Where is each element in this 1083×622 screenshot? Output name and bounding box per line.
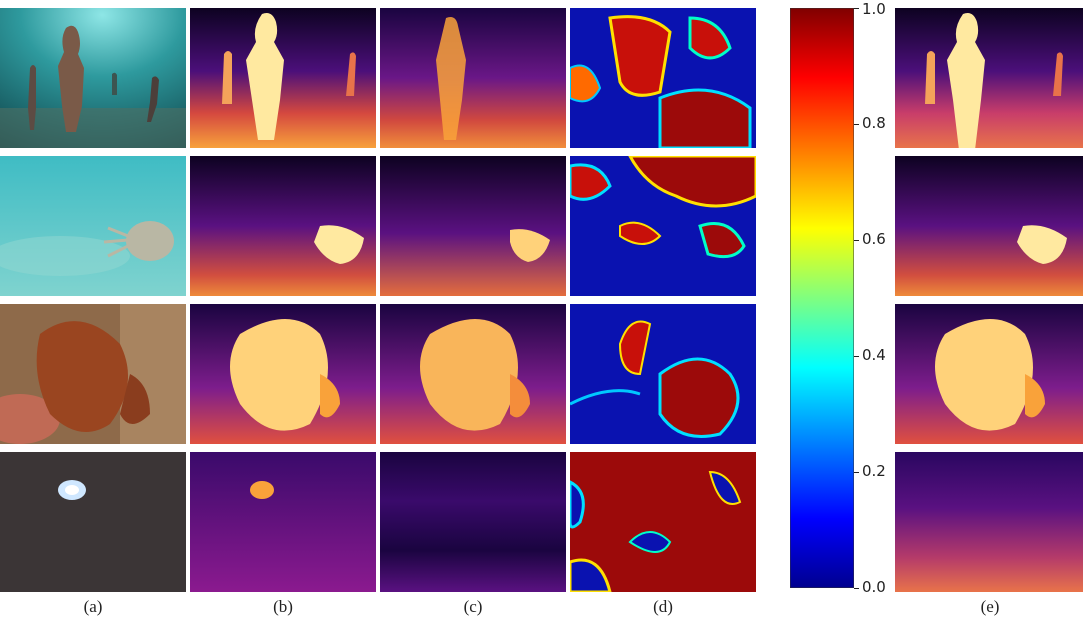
depth-map-b-row1 — [190, 8, 376, 148]
colorbar-tick-mark — [854, 588, 859, 589]
colorbar-tick-label: 0.6 — [862, 230, 886, 248]
colorbar-tick-mark — [854, 356, 859, 357]
depth-map-b-row2 — [190, 156, 376, 296]
colorbar-tick-mark — [854, 8, 859, 9]
depth-map-e-row2 — [895, 156, 1083, 296]
depth-map-e-row1 — [895, 8, 1083, 148]
colorbar-tick-label: 1.0 — [862, 0, 886, 18]
colorbar-tick-mark — [854, 240, 859, 241]
column-label-c: (c) — [463, 597, 483, 616]
depth-map-e-row3 — [895, 304, 1083, 444]
rgb-image-row4 — [0, 452, 186, 592]
error-map-row3 — [570, 304, 756, 444]
error-map-row1 — [570, 8, 756, 148]
column-label-b: (b) — [273, 597, 293, 616]
rgb-image-row3 — [0, 304, 186, 444]
colorbar-tick-label: 0.2 — [862, 462, 886, 480]
column-label-d: (d) — [653, 597, 673, 616]
depth-map-c-row3 — [380, 304, 566, 444]
depth-map-b-row3 — [190, 304, 376, 444]
colorbar — [789, 7, 855, 589]
depth-map-e-row4 — [895, 452, 1083, 592]
error-map-row2 — [570, 156, 756, 296]
colorbar-tick-mark — [854, 472, 859, 473]
depth-map-c-row2 — [380, 156, 566, 296]
error-map-row4 — [570, 452, 756, 592]
depth-map-c-row1 — [380, 8, 566, 148]
depth-map-c-row4 — [380, 452, 566, 592]
colorbar-tick-label: 0.4 — [862, 346, 886, 364]
rgb-image-row1 — [0, 8, 186, 148]
depth-map-b-row4 — [190, 452, 376, 592]
colorbar-tick-label: 0.0 — [862, 578, 886, 596]
column-label-a: (a) — [83, 597, 103, 616]
colorbar-tick-mark — [854, 124, 859, 125]
colorbar-tick-label: 0.8 — [862, 114, 886, 132]
column-label-e: (e) — [980, 597, 1000, 616]
rgb-image-row2 — [0, 156, 186, 296]
